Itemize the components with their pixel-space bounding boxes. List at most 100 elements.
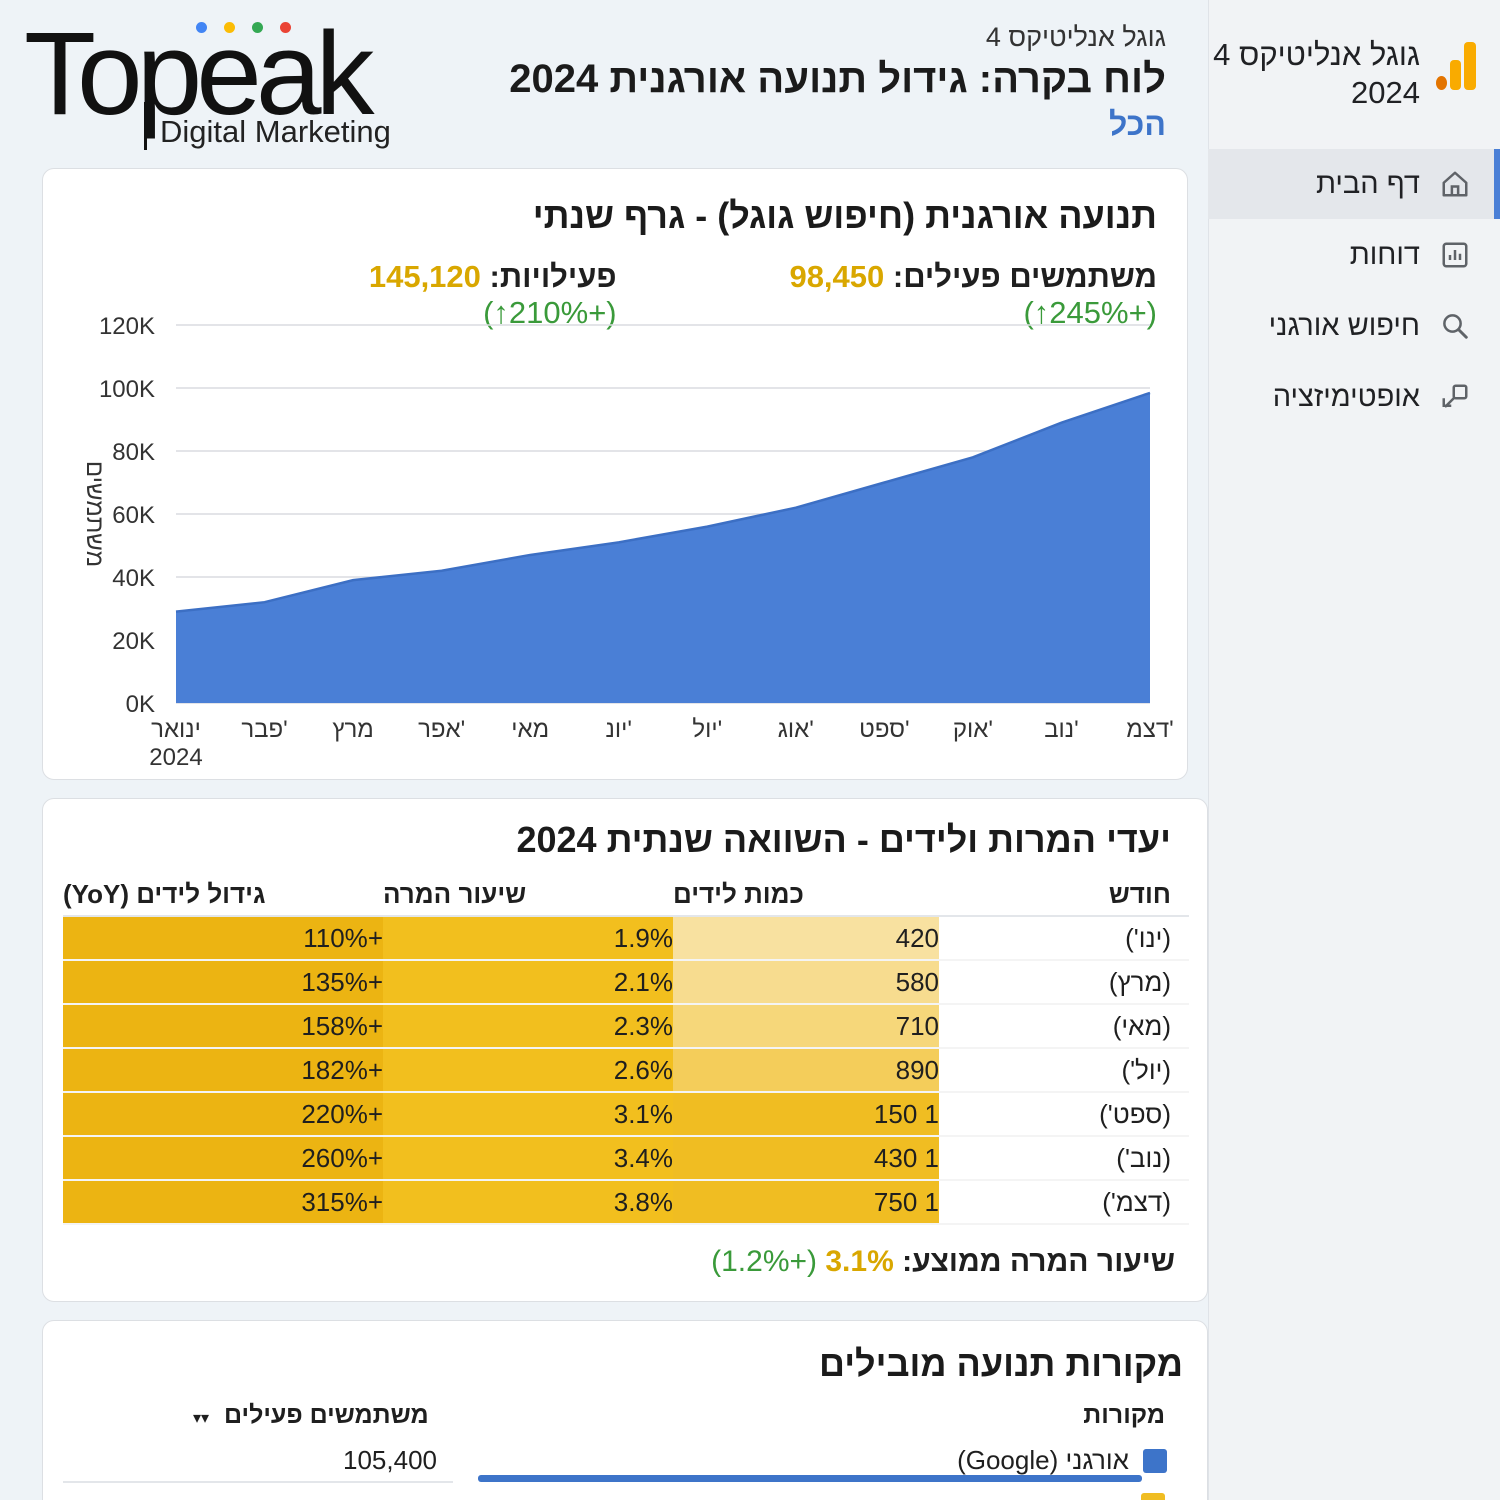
table-row[interactable]: (דצמ') 1 750 3.8% +315% xyxy=(63,1181,1189,1225)
filter-all-link[interactable]: הכל xyxy=(1109,106,1166,142)
source-color-swatch xyxy=(1141,1493,1165,1500)
x-tick-label: פבר' xyxy=(241,716,287,743)
brand-tagline: Digital Marketing xyxy=(160,114,391,149)
conversion-summary: שיעור המרה ממוצע: 3.1% (+1.2%) xyxy=(711,1245,1175,1279)
y-tick-label: 120K xyxy=(99,313,155,340)
cell-rate: 2.1% xyxy=(383,961,673,1003)
col-header-leads[interactable]: כמות לידים xyxy=(673,878,804,909)
y-tick-label: 20K xyxy=(112,628,155,655)
cell-growth: +135% xyxy=(63,961,383,1003)
cell-rate: 3.8% xyxy=(383,1181,673,1223)
y-tick-label: 100K xyxy=(99,376,155,403)
sidebar-item-optimization[interactable]: אופטימיזציה xyxy=(1208,362,1500,432)
traffic-card-title: תנועה אורגנית (חיפוש גוגל) - גרף שנתי xyxy=(532,195,1157,236)
sidebar-item-home[interactable]: דף הבית xyxy=(1208,149,1500,219)
area-series-fill xyxy=(176,392,1150,703)
traffic-sources-card: מקורות תנועה מובילים מקורות משתמשים פעיל… xyxy=(42,1320,1208,1500)
stat-events: פעילויות: 145,120 (+210%↑) xyxy=(243,259,617,331)
cell-leads: 890 xyxy=(673,1049,939,1091)
stat-growth: (+245%↑) xyxy=(1023,295,1157,330)
cell-month: (דצמ') xyxy=(1102,1186,1171,1217)
source-label: אורגני (Google) xyxy=(957,1445,1167,1476)
table-row[interactable]: (ספט') 1 150 3.1% +220% xyxy=(63,1093,1189,1137)
summary-label: שיעור המרה ממוצע: xyxy=(902,1245,1175,1278)
sources-card-title: מקורות תנועה מובילים xyxy=(818,1343,1183,1384)
cell-month: (ינו') xyxy=(1125,922,1171,953)
y-tick-label: 0K xyxy=(126,691,155,718)
brand-dot-yellow xyxy=(224,22,235,33)
source-color-swatch xyxy=(1143,1448,1167,1473)
table-row[interactable]: (יול') 890 2.6% +182% xyxy=(63,1049,1189,1093)
stat-label: משתמשים פעילים: xyxy=(892,259,1157,294)
sidebar-item-organic-search[interactable]: חיפוש אורגני xyxy=(1208,291,1500,361)
bar-chart-icon xyxy=(1438,238,1472,272)
table-row[interactable]: (נוב') 1 430 3.4% +260% xyxy=(63,1137,1189,1181)
sidebar-item-label: אופטימיזציה xyxy=(1272,380,1420,413)
x-tick-label: אוג' xyxy=(778,716,814,743)
sort-icon[interactable]: ▾▾ xyxy=(193,1410,210,1427)
cell-growth: +260% xyxy=(63,1137,383,1179)
sidebar: גוגל אנליטיקס 4 2024 דף הבית דוחות חיפוש… xyxy=(1208,0,1500,1500)
cell-growth: +158% xyxy=(63,1005,383,1047)
table-row[interactable]: (ינו') 420 1.9% +110% xyxy=(63,917,1189,961)
source-users-value: 105,400 xyxy=(343,1445,437,1475)
cell-leads: 1 750 xyxy=(673,1181,939,1223)
traffic-stats: משתמשים פעילים: 98,450 (+245%↑) פעילויות… xyxy=(243,259,1157,331)
cell-growth: +220% xyxy=(63,1093,383,1135)
stat-growth: (+210%↑) xyxy=(483,295,617,330)
row-divider xyxy=(63,1481,453,1483)
brand-dot-blue xyxy=(196,22,207,33)
x-tick-label: יול' xyxy=(692,716,722,743)
conversions-card-title: יעדי המרות ולידים - השוואה שנתית 2024 xyxy=(516,819,1171,860)
conversions-table: חודש כמות לידים שיעור המרה גידול לידים (… xyxy=(63,873,1189,1225)
col-header-month[interactable]: חודש xyxy=(1108,878,1171,909)
cell-month: (מרץ) xyxy=(1108,966,1171,997)
cell-growth: +110% xyxy=(63,917,383,959)
sidebar-item-label: דוחות xyxy=(1349,238,1420,271)
cell-month: (נוב') xyxy=(1116,1142,1171,1173)
organic-traffic-card: תנועה אורגנית (חיפוש גוגל) - גרף שנתי מש… xyxy=(42,168,1188,780)
cell-leads: 1 150 xyxy=(673,1093,939,1135)
cell-rate: 1.9% xyxy=(383,917,673,959)
stat-active-users: משתמשים פעילים: 98,450 (+245%↑) xyxy=(669,259,1157,331)
col-header-growth[interactable]: גידול לידים (YoY) xyxy=(63,878,266,909)
x-tick-label: אפר' xyxy=(418,716,465,743)
source-name: אורגני (Google) xyxy=(957,1445,1129,1475)
sidebar-header: גוגל אנליטיקס 4 2024 xyxy=(1213,36,1478,112)
x-tick-label: נוב' xyxy=(1044,716,1079,743)
brand-dot-red xyxy=(280,22,291,33)
x-tick-label: מרץ xyxy=(332,716,373,743)
x-tick-label: יונ' xyxy=(606,716,632,743)
sidebar-item-label: דף הבית xyxy=(1315,167,1420,200)
source-row[interactable]: 105,400 אורגני (Google) xyxy=(63,1441,1189,1491)
y-axis-label: משתמשים xyxy=(81,461,108,567)
col-header-users[interactable]: משתמשים פעילים ▾▾ xyxy=(193,1401,429,1430)
sidebar-title-line1: גוגל אנליטיקס 4 xyxy=(1213,37,1420,72)
table-header-row: חודש כמות לידים שיעור המרה גידול לידים (… xyxy=(63,873,1189,917)
area-series-line xyxy=(175,391,1151,613)
cell-rate: 2.6% xyxy=(383,1049,673,1091)
sidebar-title-line2: 2024 xyxy=(1351,75,1420,110)
sidebar-item-label: חיפוש אורגני xyxy=(1268,309,1420,342)
table-row[interactable]: (מאי) 710 2.3% +158% xyxy=(63,1005,1189,1049)
x-tick-label: אוק' xyxy=(953,716,993,743)
col-header-rate[interactable]: שיעור המרה xyxy=(383,878,527,909)
x-tick-label: ינואר 2024 xyxy=(149,716,202,771)
table-body: (ינו') 420 1.9% +110% (מרץ) 580 2.1% +135% (מאי)… xyxy=(63,917,1189,1225)
home-icon xyxy=(1438,167,1472,201)
page-subtitle: גוגל אנליטיקס 4 xyxy=(985,22,1166,52)
optimize-icon xyxy=(1438,380,1472,414)
table-row[interactable]: (מרץ) 580 2.1% +135% xyxy=(63,961,1189,1005)
sidebar-item-reports[interactable]: דוחות xyxy=(1208,220,1500,290)
y-tick-label: 60K xyxy=(112,502,155,529)
sidebar-title: גוגל אנליטיקס 4 2024 xyxy=(1213,36,1420,112)
cell-rate: 3.1% xyxy=(383,1093,673,1135)
summary-growth: (+1.2%) xyxy=(711,1245,818,1278)
cell-growth: +182% xyxy=(63,1049,383,1091)
analytics-logo-icon xyxy=(1434,40,1478,92)
page-header: גוגל אנליטיקס 4 לוח בקרה: גידול תנועה או… xyxy=(509,20,1166,144)
conversions-card: יעדי המרות ולידים - השוואה שנתית 2024 חו… xyxy=(42,798,1208,1302)
cell-leads: 580 xyxy=(673,961,939,1003)
col-header-sources[interactable]: מקורות xyxy=(1083,1401,1165,1429)
summary-value: 3.1% xyxy=(825,1245,894,1278)
